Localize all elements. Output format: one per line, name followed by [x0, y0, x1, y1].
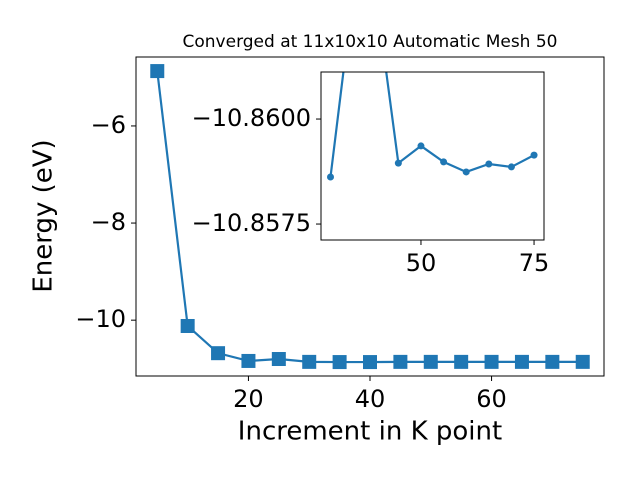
marker	[241, 353, 256, 368]
x-tick-label: 40	[355, 385, 386, 413]
marker	[332, 355, 347, 370]
marker	[507, 163, 515, 171]
marker	[271, 352, 286, 367]
marker	[545, 354, 560, 369]
y-tick-label: −10.8600	[192, 104, 311, 132]
marker	[575, 354, 590, 369]
marker	[150, 64, 165, 79]
y-tick-label: −10.8575	[192, 209, 311, 237]
x-tick-label: 60	[476, 385, 507, 413]
chart-title: Converged at 11x10x10 Automatic Mesh 50	[183, 32, 558, 52]
marker	[394, 159, 402, 167]
marker	[440, 158, 448, 166]
marker	[423, 354, 438, 369]
marker	[417, 142, 425, 150]
inset-background	[321, 72, 544, 240]
y-tick-label: −10	[75, 305, 126, 333]
marker	[485, 160, 493, 168]
x-tick-label: 50	[406, 249, 437, 277]
series-line	[329, 72, 535, 178]
marker	[326, 173, 334, 181]
x-axis-label: Increment in K point	[238, 417, 502, 447]
plot-area	[150, 64, 590, 370]
marker	[454, 354, 469, 369]
marker	[484, 354, 499, 369]
x-tick-label: 20	[233, 385, 264, 413]
plot-area	[326, 72, 538, 181]
y-tick-label: −8	[91, 208, 126, 236]
y-axis-label: Energy (eV)	[29, 139, 59, 292]
marker	[302, 354, 317, 369]
x-tick-label: 75	[519, 249, 550, 277]
marker	[211, 346, 226, 361]
axes-frame	[320, 71, 545, 241]
y-tick-label: −6	[91, 111, 126, 139]
marker	[514, 354, 529, 369]
marker	[393, 354, 408, 369]
marker	[180, 318, 195, 333]
marker	[530, 151, 538, 159]
marker	[462, 168, 470, 176]
marker	[363, 355, 377, 370]
